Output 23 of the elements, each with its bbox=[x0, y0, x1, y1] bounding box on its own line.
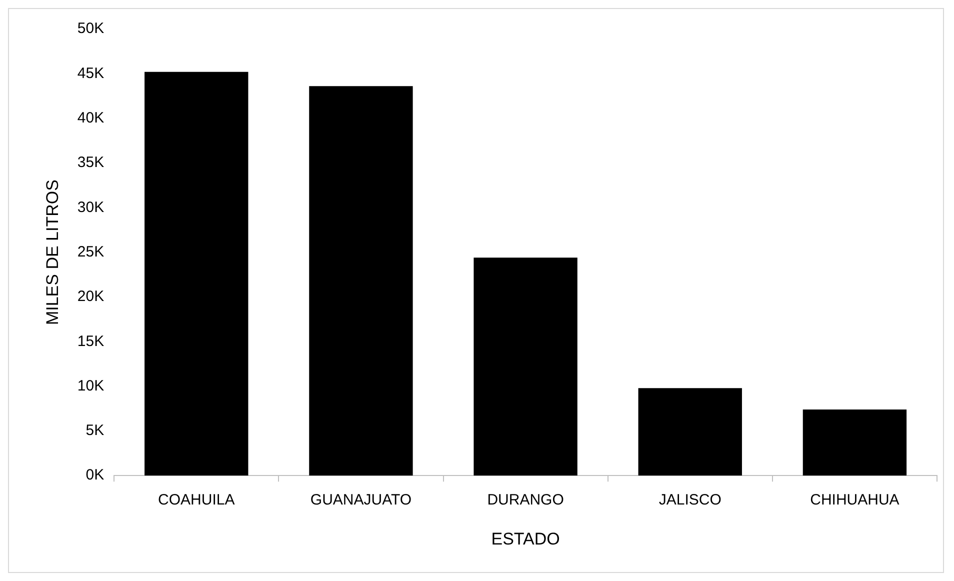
x-axis-title: ESTADO bbox=[491, 529, 560, 548]
bar bbox=[802, 410, 907, 476]
y-tick-label: 20K bbox=[77, 288, 104, 306]
y-tick-label: 30K bbox=[77, 198, 104, 216]
x-tick-label: JALISCO bbox=[658, 492, 722, 509]
y-tick-label: 0K bbox=[86, 466, 104, 484]
bar bbox=[474, 258, 578, 476]
bar bbox=[309, 86, 413, 476]
y-tick-label: 15K bbox=[77, 332, 104, 350]
x-tick-label: DURANGO bbox=[487, 492, 564, 509]
y-tick-label: 35K bbox=[77, 154, 104, 172]
y-axis-title: MILES DE LITROS bbox=[42, 180, 62, 326]
y-tick-label: 25K bbox=[77, 243, 104, 260]
x-tick-label: COAHUILA bbox=[158, 492, 235, 509]
y-tick-label: 40K bbox=[77, 109, 104, 126]
y-tick-label: 50K bbox=[77, 20, 104, 38]
y-tick-label: 10K bbox=[77, 377, 104, 394]
bar bbox=[144, 72, 248, 476]
y-tick-label: 5K bbox=[86, 422, 104, 440]
x-tick-label: GUANAJUATO bbox=[310, 492, 412, 509]
x-tick-label: CHIHUAHUA bbox=[810, 492, 900, 509]
bar bbox=[638, 388, 742, 476]
y-tick-label: 45K bbox=[77, 64, 104, 82]
